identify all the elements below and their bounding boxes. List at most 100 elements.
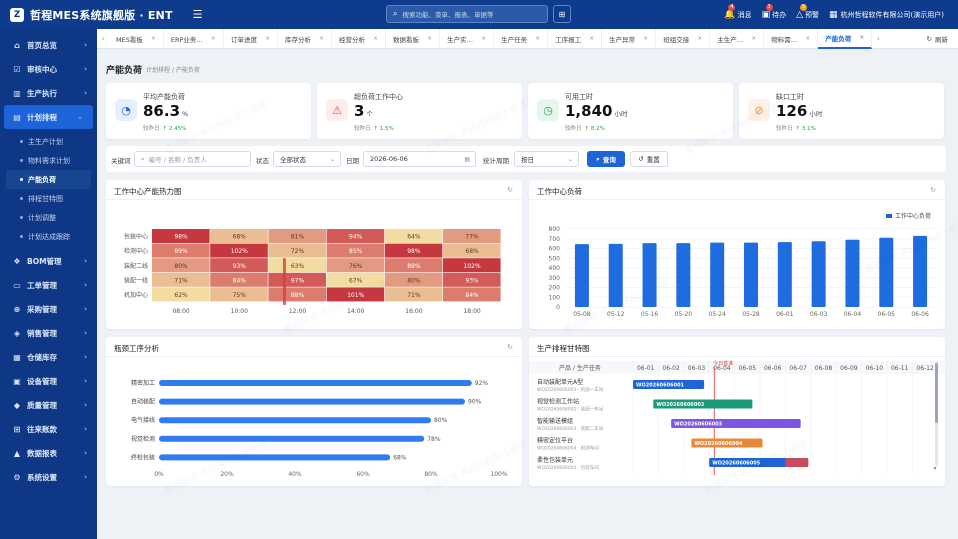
heatmap-cell[interactable] bbox=[210, 229, 268, 243]
refresh-icon[interactable]: ↻ bbox=[507, 343, 513, 351]
heatmap-cell[interactable] bbox=[152, 287, 210, 302]
sidebar-subitem-4[interactable]: 计划调整 bbox=[0, 208, 97, 227]
sidebar-item-8[interactable]: ▦ 仓储库存 › bbox=[0, 345, 97, 369]
heatmap-cell[interactable] bbox=[152, 243, 210, 258]
bottleneck-bar[interactable] bbox=[159, 380, 472, 386]
close-icon[interactable]: × bbox=[697, 35, 703, 42]
load-bar[interactable] bbox=[845, 239, 860, 307]
tab-13[interactable]: 产能负荷 × bbox=[818, 28, 873, 49]
bottleneck-bar[interactable] bbox=[159, 417, 431, 424]
tabs-scroll-right-icon[interactable]: › bbox=[876, 34, 880, 43]
load-bar[interactable] bbox=[879, 237, 894, 307]
heatmap-cell[interactable] bbox=[443, 243, 501, 258]
close-icon[interactable]: × bbox=[589, 35, 595, 42]
load-bar[interactable] bbox=[676, 243, 691, 307]
scroll-down-icon[interactable]: ▾ bbox=[934, 465, 937, 472]
close-icon[interactable]: × bbox=[805, 35, 811, 42]
close-icon[interactable]: × bbox=[535, 35, 541, 42]
sidebar-item-13[interactable]: ⚙ 系统设置 › bbox=[0, 465, 97, 489]
load-bar[interactable] bbox=[777, 242, 792, 307]
close-icon[interactable]: × bbox=[264, 35, 270, 42]
heatmap-cell[interactable] bbox=[210, 243, 268, 258]
sidebar-item-10[interactable]: ◆ 质量管理 › bbox=[0, 393, 97, 417]
bottleneck-bar[interactable] bbox=[159, 435, 425, 442]
close-icon[interactable]: × bbox=[859, 34, 865, 41]
todo-button[interactable]: ▣ 3 待办 bbox=[762, 3, 786, 20]
heatmap-cell[interactable] bbox=[210, 258, 268, 273]
heatmap-cell[interactable] bbox=[384, 287, 443, 302]
heatmap-cell[interactable] bbox=[152, 258, 210, 273]
tab-7[interactable]: 生产任务 × bbox=[494, 28, 549, 49]
heatmap-cell[interactable] bbox=[443, 258, 501, 273]
alert-button[interactable]: △ 5 预警 bbox=[796, 3, 819, 20]
keyword-input[interactable]: ⌕ 编号 / 名称 / 负责人 bbox=[134, 151, 251, 167]
heatmap-cell[interactable] bbox=[152, 272, 210, 287]
heatmap-cell[interactable] bbox=[326, 287, 385, 302]
sidebar-item-9[interactable]: ▣ 设备管理 › bbox=[0, 369, 97, 393]
heatmap-cell[interactable] bbox=[268, 229, 326, 243]
load-bar[interactable] bbox=[642, 243, 657, 307]
close-icon[interactable]: × bbox=[427, 35, 433, 42]
gantt-scrollbar-thumb[interactable] bbox=[935, 363, 938, 423]
heatmap-cell[interactable] bbox=[268, 243, 326, 258]
tab-2[interactable]: 订单进度 × bbox=[224, 28, 278, 49]
refresh-button[interactable]: ↻ 刷新 bbox=[927, 29, 948, 49]
sidebar-item-5[interactable]: ▭ 工单管理 › bbox=[0, 273, 97, 297]
heatmap-cell[interactable] bbox=[268, 272, 326, 287]
heatmap-cell[interactable] bbox=[384, 243, 443, 258]
status-select[interactable]: 全部状态 ⌄ bbox=[273, 151, 341, 167]
close-icon[interactable]: × bbox=[751, 35, 757, 42]
bottleneck-bar[interactable] bbox=[159, 398, 465, 405]
load-bar[interactable] bbox=[913, 235, 928, 307]
gantt-bar[interactable] bbox=[671, 419, 801, 428]
tab-0[interactable]: MES看板 × bbox=[109, 28, 164, 49]
heatmap-cell[interactable] bbox=[384, 258, 443, 273]
sidebar-item-7[interactable]: ◈ 销售管理 › bbox=[0, 321, 97, 345]
load-bar[interactable] bbox=[608, 243, 623, 307]
heatmap-cell[interactable] bbox=[152, 229, 210, 243]
gantt-overload-bar[interactable] bbox=[785, 458, 809, 467]
tab-10[interactable]: 班组交接 × bbox=[656, 28, 711, 49]
load-bar[interactable] bbox=[574, 244, 589, 307]
company-switcher[interactable]: ▦ 杭州哲程软件有限公司(演示用户) bbox=[829, 10, 944, 20]
heatmap-cell[interactable] bbox=[326, 272, 385, 287]
close-icon[interactable]: × bbox=[481, 35, 487, 42]
sidebar-subitem-1[interactable]: 物料需求计划 bbox=[0, 151, 97, 170]
close-icon[interactable]: × bbox=[643, 35, 649, 42]
refresh-icon[interactable]: ↻ bbox=[930, 186, 936, 194]
sidebar-item-2[interactable]: ▥ 生产执行 › bbox=[0, 81, 97, 105]
refresh-icon[interactable]: ↻ bbox=[507, 186, 513, 194]
load-bar[interactable] bbox=[811, 241, 826, 307]
heatmap-cell[interactable] bbox=[384, 229, 443, 243]
date-picker[interactable]: 2026-06-06 ▤ bbox=[363, 151, 476, 167]
heatmap-cell[interactable] bbox=[443, 272, 501, 287]
heatmap-cell[interactable] bbox=[443, 287, 501, 302]
heatmap-cell[interactable] bbox=[268, 287, 326, 302]
query-button[interactable]: ⌕ 查询 bbox=[587, 151, 625, 167]
sidebar-subitem-2[interactable]: 产能负荷 bbox=[6, 170, 91, 189]
close-icon[interactable]: × bbox=[318, 35, 325, 42]
sidebar-subitem-5[interactable]: 计划达成跟踪 bbox=[0, 227, 97, 246]
sidebar-item-3[interactable]: ▤ 计划排程 ⌄ bbox=[4, 105, 93, 129]
tab-5[interactable]: 数据看板 × bbox=[386, 28, 441, 49]
gantt-bar[interactable] bbox=[653, 399, 753, 409]
heatmap-cell[interactable] bbox=[443, 229, 501, 243]
reset-button[interactable]: ↺ 重置 bbox=[630, 151, 668, 167]
heatmap-cell[interactable] bbox=[210, 272, 268, 287]
sidebar-item-0[interactable]: ⌂ 首页总览 › bbox=[0, 33, 97, 57]
sidebar-item-12[interactable]: ▲ 数据报表 › bbox=[0, 441, 97, 465]
tabs-scroll-left-icon[interactable]: ‹ bbox=[101, 34, 105, 43]
close-icon[interactable]: × bbox=[150, 35, 156, 42]
scan-button[interactable]: ⊞ bbox=[553, 5, 571, 23]
gantt-bar[interactable] bbox=[691, 438, 763, 448]
load-bar[interactable] bbox=[710, 242, 725, 307]
sidebar-subitem-0[interactable]: 主生产计划 bbox=[0, 132, 97, 151]
heatmap-cell[interactable] bbox=[326, 243, 385, 258]
heatmap-cell[interactable] bbox=[268, 258, 326, 273]
menu-toggle-icon[interactable]: ☰ bbox=[192, 8, 203, 21]
close-icon[interactable]: × bbox=[210, 35, 216, 42]
heatmap-cell[interactable] bbox=[326, 229, 385, 243]
sidebar-item-6[interactable]: ⊕ 采购管理 › bbox=[0, 297, 97, 321]
bottleneck-bar[interactable] bbox=[159, 454, 391, 461]
global-search-input[interactable]: ⌕ 搜索功能、菜单、报表、单据等 bbox=[386, 5, 548, 23]
